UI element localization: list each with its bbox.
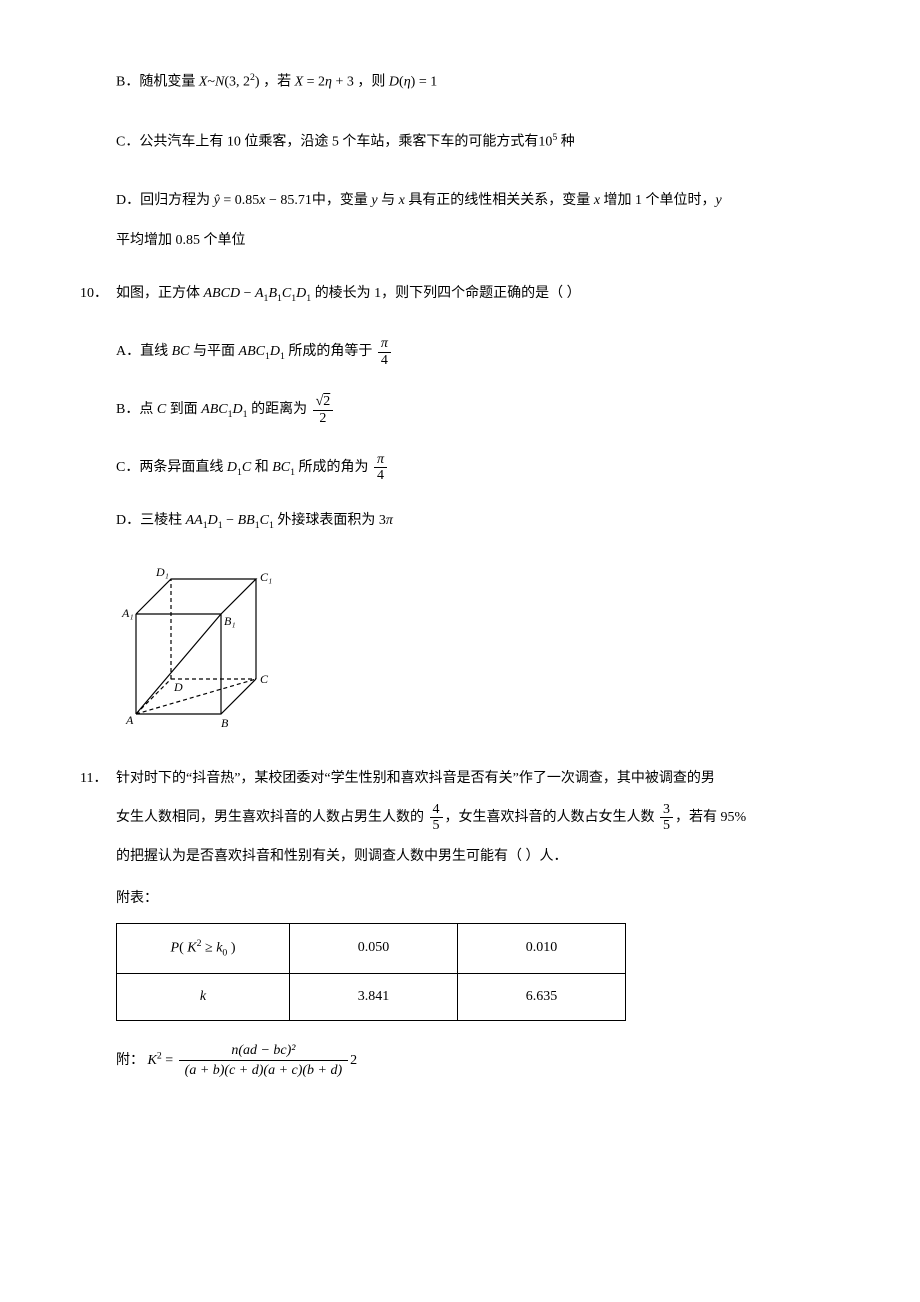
text: 直线 — [140, 344, 168, 359]
label-a1: A₁ — [121, 606, 134, 620]
text: 的棱长为 1，则下列四个命题正确的是（ ） — [315, 286, 581, 301]
text: 与 — [381, 193, 395, 208]
question-number: 10． — [80, 283, 116, 306]
text: 的距离为 — [251, 402, 307, 417]
table-caption: 附表： — [116, 888, 840, 910]
label-b: B — [221, 716, 229, 729]
table-cell: 6.635 — [458, 973, 626, 1020]
text: ，若 — [263, 75, 291, 90]
table-header-p: P( K2 ≥ k0 ) — [117, 923, 290, 973]
text: ，若有 95% — [675, 810, 746, 825]
option-letter: B — [116, 75, 125, 90]
option-letter: C — [116, 135, 125, 150]
question-number: 11． — [80, 768, 116, 790]
formula-numer: n(ad − bc)² — [231, 1043, 295, 1058]
q9-option-d: D．回归方程为 ŷ = 0.85x − 85.71中，变量 y 与 x 具有正的… — [116, 190, 840, 212]
text: 点 — [139, 402, 153, 417]
table-cell: 0.010 — [458, 923, 626, 973]
label-c: C — [260, 672, 269, 686]
table-cell: 0.050 — [290, 923, 458, 973]
text: 两条异面直线 — [139, 460, 223, 475]
text: 外接球表面积为 — [277, 513, 375, 528]
text: 针对时下的“抖音热”，某校团委对“学生性别和喜欢抖音是否有关”作了一次调查，其中… — [116, 768, 715, 790]
chi-square-table: P( K2 ≥ k0 ) 0.050 0.010 k 3.841 6.635 — [116, 923, 626, 1022]
cube-figure: A B C D A₁ B₁ C₁ D₁ — [116, 559, 840, 737]
label-d: D — [173, 680, 183, 694]
text: 女生人数相同，男生喜欢抖音的人数占男生人数的 — [116, 810, 424, 825]
text: 如图，正方体 — [116, 286, 200, 301]
text: 和 — [255, 460, 269, 475]
option-letter: D — [116, 513, 126, 528]
chi-square-formula: 附： K2 = n(ad − bc)² (a + b)(c + d)(a + c… — [116, 1041, 840, 1081]
q11-stem-line1: 11． 针对时下的“抖音热”，某校团委对“学生性别和喜欢抖音是否有关”作了一次调… — [80, 768, 840, 790]
label-d1: D₁ — [155, 565, 169, 579]
option-letter: D — [116, 193, 126, 208]
q9-option-b: B．随机变量 X~N(3, 22) ，若 X = 2η + 3 ，则 D(η) … — [116, 70, 840, 94]
text: 增加 1 个单位时， — [604, 193, 716, 208]
formula-denom: (a + b)(c + d)(a + c)(b + d) — [185, 1063, 343, 1078]
table-cell: 3.841 — [290, 973, 458, 1020]
formula-tail: 2 — [350, 1053, 357, 1068]
text: 具有正的线性相关关系，变量 — [408, 193, 590, 208]
text: 随机变量 — [139, 75, 195, 90]
q11-stem-line2: 女生人数相同，男生喜欢抖音的人数占男生人数的 45，女生喜欢抖音的人数占女生人数… — [116, 802, 840, 834]
text: 与平面 — [193, 344, 235, 359]
text: 中，变量 — [312, 193, 368, 208]
q10-option-b: B．点 C 到面 ABC1D1 的距离为 √22 — [116, 394, 840, 426]
q9-option-c: C．公共汽车上有 10 位乘客，沿途 5 个车站，乘客下车的可能方式有105 种 — [116, 130, 840, 154]
label-b1: B₁ — [224, 614, 236, 628]
cube-svg: A B C D A₁ B₁ C₁ D₁ — [116, 559, 274, 729]
formula-label: 附： — [116, 1053, 144, 1068]
text: 所成的角等于 — [288, 344, 372, 359]
label-a: A — [125, 713, 134, 727]
text: 种 — [561, 135, 575, 150]
text: 三棱柱 — [140, 513, 182, 528]
option-letter: C — [116, 460, 125, 475]
text: 所成的角为 — [299, 460, 369, 475]
text: ，则 — [357, 75, 385, 90]
q10-option-d: D．三棱柱 AA1D1 − BB1C1 外接球表面积为 3π — [116, 510, 840, 533]
label-c1: C₁ — [260, 570, 272, 584]
q10-option-c: C．两条异面直线 D1C 和 BC1 所成的角为 π4 — [116, 452, 840, 484]
text: 的把握认为是否喜欢抖音和性别有关，则调查人数中男生可能有（ ）人． — [116, 849, 568, 864]
text: 平均增加 0.85 个单位 — [116, 233, 246, 248]
text: 回归方程为 — [140, 193, 210, 208]
text: 到面 — [170, 402, 198, 417]
q10-stem: 10． 如图，正方体 ABCD − A1B1C1D1 的棱长为 1，则下列四个命… — [80, 283, 840, 306]
q9-option-d-cont: 平均增加 0.85 个单位 — [116, 230, 840, 252]
table-header-k: k — [117, 973, 290, 1020]
option-letter: A — [116, 344, 126, 359]
q11-stem-line3: 的把握认为是否喜欢抖音和性别有关，则调查人数中男生可能有（ ）人． — [116, 846, 840, 868]
text: 公共汽车上有 10 位乘客，沿途 5 个车站，乘客下车的可能方式有 — [139, 135, 538, 150]
option-letter: B — [116, 402, 125, 417]
q10-option-a: A．直线 BC 与平面 ABC1D1 所成的角等于 π4 — [116, 336, 840, 368]
text: ，女生喜欢抖音的人数占女生人数 — [445, 810, 655, 825]
